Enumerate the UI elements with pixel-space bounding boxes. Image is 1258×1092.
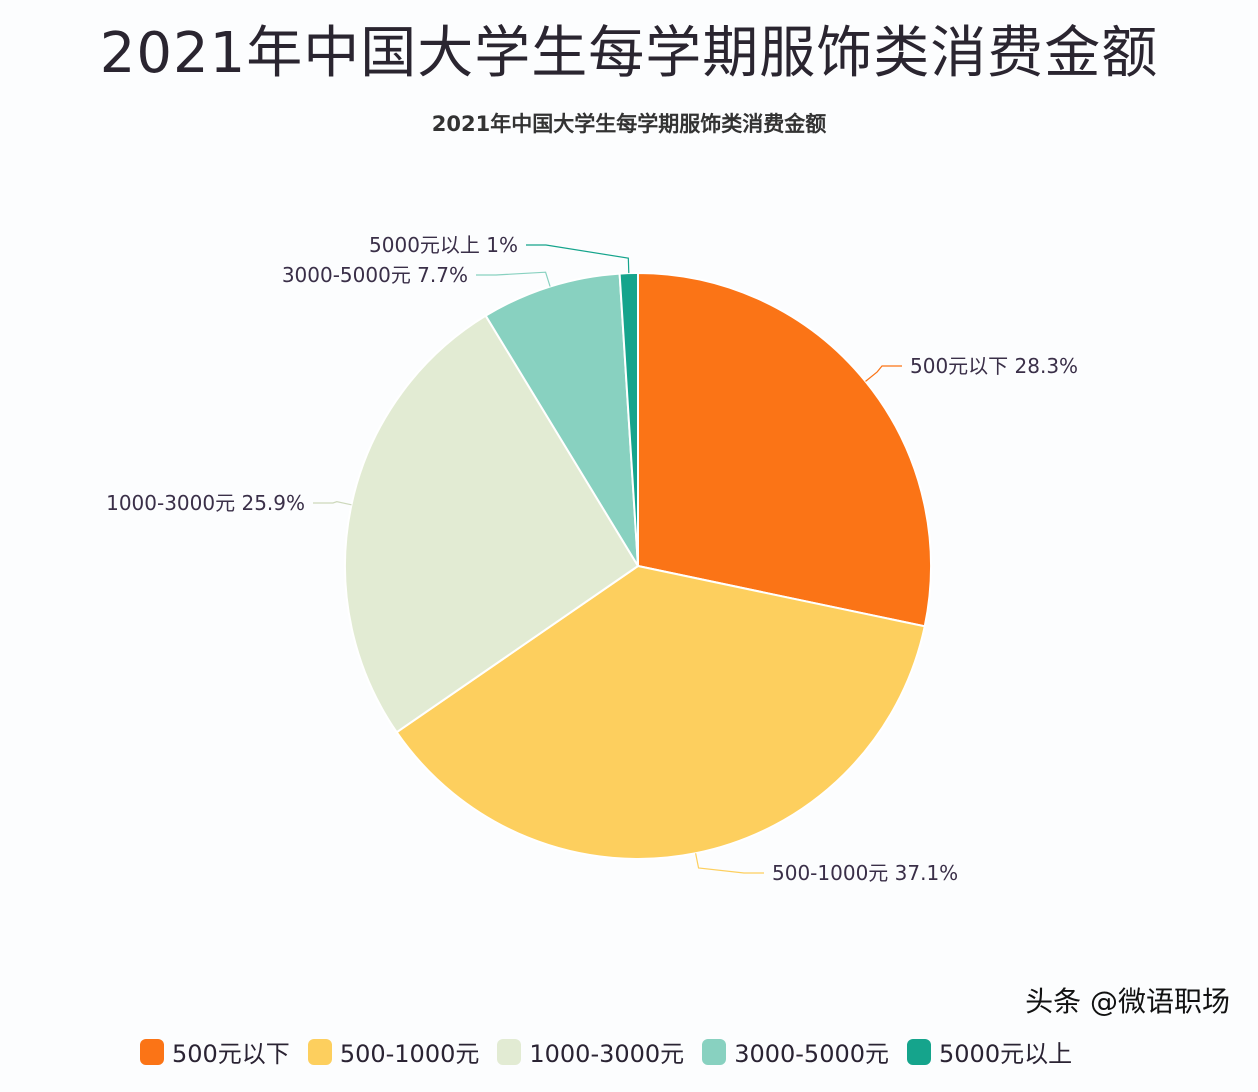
leader-line-0: [865, 365, 902, 382]
legend-label: 500元以下: [172, 1040, 290, 1068]
legend-swatch: [702, 1038, 727, 1065]
page-title: 2021年中国大学生每学期服饰类消费金额: [99, 21, 1159, 86]
legend-label: 1000-3000元: [529, 1040, 685, 1068]
legend-swatch: [497, 1038, 522, 1065]
legend: 500元以下 500-1000元 1000-3000元 3000-5000元 5000元…: [140, 1034, 1072, 1069]
legend-item-4[interactable]: 5000元以上: [907, 1034, 1072, 1069]
data-label-3: 3000-5000元 7.7%: [282, 263, 468, 287]
legend-swatch: [907, 1038, 932, 1065]
legend-label: 500-1000元: [339, 1040, 480, 1068]
legend-item-1[interactable]: 500-1000元: [307, 1034, 480, 1069]
data-label-1: 500-1000元 37.1%: [772, 861, 958, 885]
data-label-0: 500元以下 28.3%: [910, 354, 1078, 378]
legend-label: 3000-5000元: [734, 1040, 890, 1068]
leader-line-1: [695, 853, 764, 874]
legend-swatch: [307, 1038, 332, 1065]
legend-label: 5000元以上: [939, 1040, 1073, 1068]
legend-item-0[interactable]: 500元以下: [140, 1034, 290, 1069]
data-label-2: 1000-3000元 25.9%: [106, 491, 305, 515]
chart-title: 2021年中国大学生每学期服饰类消费金额: [431, 112, 827, 136]
legend-swatch: [140, 1038, 164, 1065]
legend-item-3[interactable]: 3000-5000元: [702, 1034, 889, 1069]
data-label-4: 5000元以上 1%: [369, 233, 518, 257]
leader-line-4: [526, 244, 630, 274]
pie-slice-2: [344, 314, 640, 734]
pie-slice-0: [637, 271, 932, 628]
leader-line-3: [476, 271, 551, 287]
pie-slice-1: [395, 564, 926, 860]
pie-slice-3: [484, 272, 639, 567]
legend-item-2[interactable]: 1000-3000元: [497, 1034, 684, 1069]
watermark: 头条 @微语职场: [1025, 985, 1230, 1018]
leader-line-2: [313, 501, 352, 506]
